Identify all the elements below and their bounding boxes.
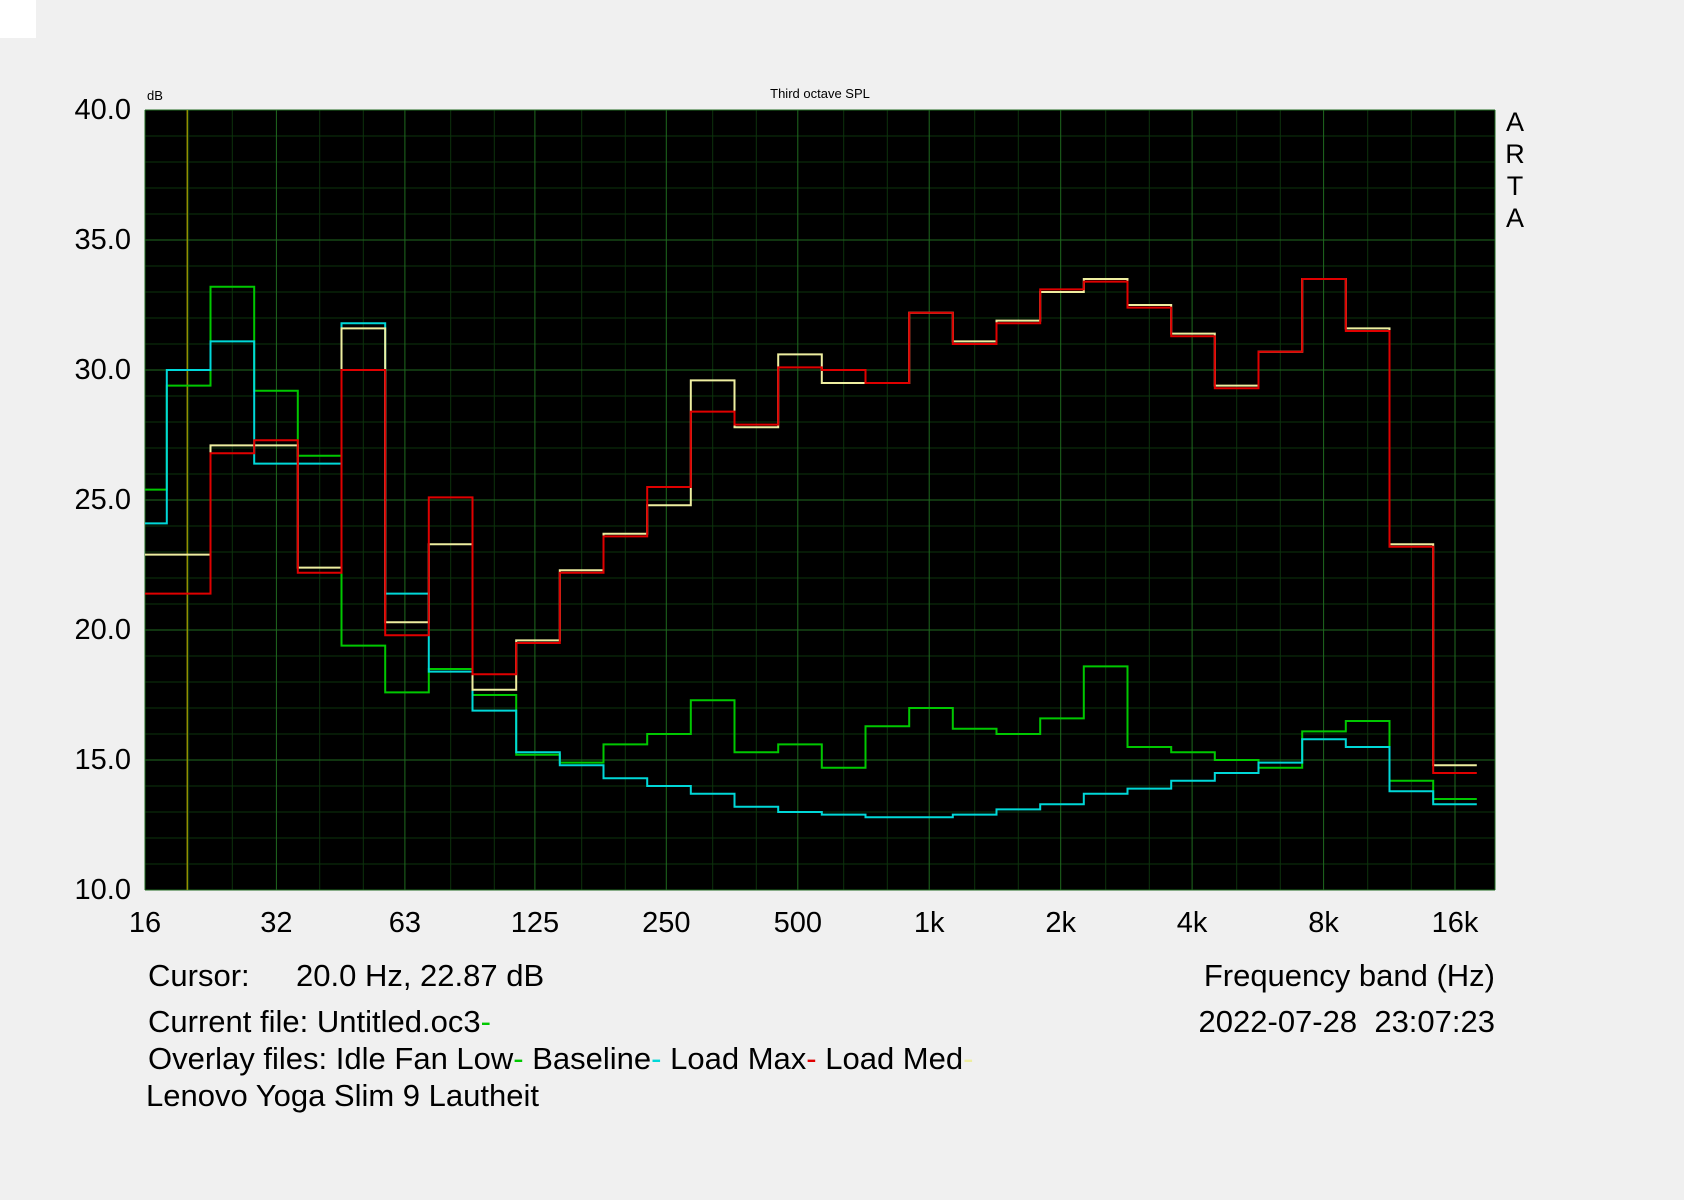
x-tick-label: 4k (1177, 907, 1208, 939)
y-tick-label: 30.0 (75, 354, 131, 386)
arta-letter: A (1505, 107, 1524, 137)
timestamp: 2022-07-28 23:07:23 (1198, 1004, 1495, 1039)
current-file-label: Current file: (148, 1004, 309, 1039)
x-tick-label: 32 (260, 907, 292, 939)
y-tick-label: 40.0 (75, 94, 131, 126)
overlay-files-label: Overlay files: (148, 1041, 328, 1076)
arta-logo: A R T A (1500, 106, 1530, 234)
overlay-file-name: Load Med (825, 1041, 964, 1076)
curve-baseline (145, 322, 1477, 819)
overlay-items: Idle Fan Low- Baseline- Load Max- Load M… (336, 1041, 974, 1076)
current-file-row: Current file: Untitled.oc3- (148, 1004, 491, 1040)
cursor-label: Cursor: (148, 958, 250, 993)
current-file-dash: - (480, 1004, 491, 1039)
current-file-name: Untitled.oc3 (316, 1004, 481, 1039)
x-tick-label: 1k (914, 907, 945, 939)
overlay-files-row: Overlay files: Idle Fan Low- Baseline- L… (148, 1041, 973, 1077)
x-axis-title: Frequency band (Hz) (1203, 958, 1495, 993)
x-tick-label: 8k (1308, 907, 1339, 939)
curve-idle-fan-low (145, 285, 1477, 800)
arta-letter: T (1506, 171, 1524, 201)
overlay-file-name: Baseline (532, 1041, 652, 1076)
x-tick-label: 16 (129, 907, 161, 939)
y-tick-label: 10.0 (75, 874, 131, 906)
y-tick-label: 25.0 (75, 484, 131, 516)
x-tick-label: 63 (389, 907, 421, 939)
x-tick-label: 16k (1432, 907, 1479, 939)
measurement-note: Lenovo Yoga Slim 9 Lautheit (146, 1078, 539, 1113)
x-tick-label: 250 (642, 907, 690, 939)
overlay-file-dash: - (806, 1041, 817, 1076)
curve-load-max (145, 278, 1477, 774)
overlay-file-dash: - (513, 1041, 524, 1076)
y-tick-label: 35.0 (75, 224, 131, 256)
y-tick-label: 15.0 (75, 744, 131, 776)
cursor-readout: 20.0 Hz, 22.87 dB (296, 958, 545, 993)
x-tick-label: 125 (511, 907, 559, 939)
plot-title: Third octave SPL (770, 86, 870, 101)
x-tick-label: 500 (774, 907, 822, 939)
y-tick-label: 20.0 (75, 614, 131, 646)
overlay-file-name: Idle Fan Low (335, 1041, 514, 1076)
x-tick-label: 2k (1045, 907, 1076, 939)
overlay-file-dash: - (651, 1041, 662, 1076)
overlay-file-name: Load Max (670, 1041, 807, 1076)
window-corner-artifact (0, 0, 36, 38)
arta-letter: A (1505, 203, 1524, 233)
arta-letter: R (1505, 139, 1525, 169)
y-unit-label: dB (147, 88, 163, 103)
overlay-file-dash: - (963, 1041, 974, 1076)
